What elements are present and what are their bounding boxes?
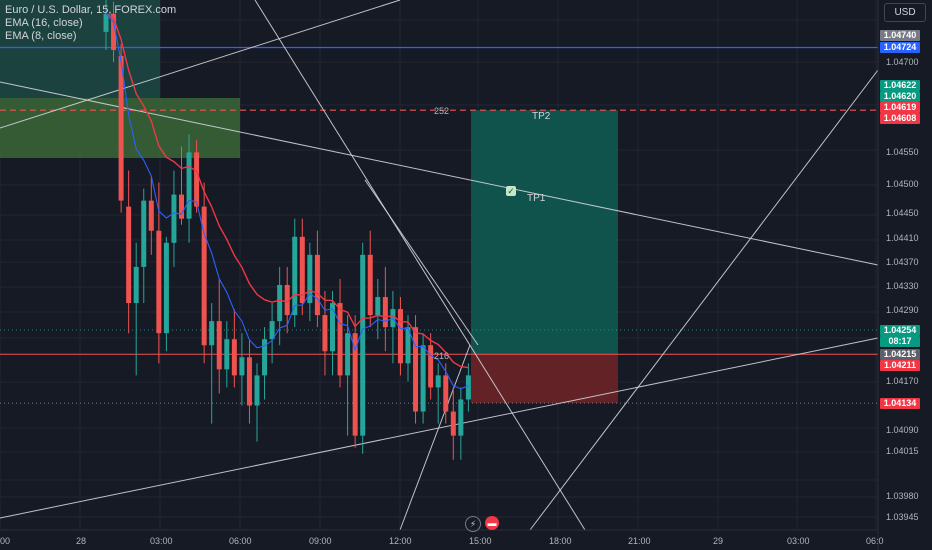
ema8-label[interactable]: EMA (8, close) bbox=[5, 30, 176, 43]
candle-body bbox=[171, 195, 176, 243]
candle-body bbox=[232, 339, 237, 375]
candle-body bbox=[443, 375, 448, 411]
price-tick-label: 1.04700 bbox=[886, 57, 919, 67]
currency-button[interactable]: USD bbox=[884, 3, 926, 22]
candle-body bbox=[322, 315, 327, 351]
candle-body bbox=[360, 255, 365, 436]
time-tick-label: 03:00 bbox=[787, 536, 810, 546]
candle-body bbox=[375, 297, 380, 315]
candle-body bbox=[187, 152, 192, 218]
tp2-label: TP2 bbox=[532, 111, 550, 122]
price-tag: 1.04211 bbox=[880, 360, 920, 371]
price-tag: 1.04134 bbox=[880, 398, 920, 409]
candle-body bbox=[428, 345, 433, 387]
sl-ticks-label: 216 bbox=[434, 351, 449, 361]
candle-body bbox=[194, 152, 199, 206]
candle-body bbox=[292, 237, 297, 315]
candle-body bbox=[413, 327, 418, 411]
candle-body bbox=[224, 339, 229, 369]
time-tick-label: 12:00 bbox=[389, 536, 412, 546]
price-tick-label: 1.04015 bbox=[886, 446, 919, 456]
price-tag: 1.04215 bbox=[880, 349, 920, 360]
candle-body bbox=[458, 399, 463, 435]
price-tag: 1.04622 bbox=[880, 80, 920, 91]
time-tick-label: 18:00 bbox=[549, 536, 572, 546]
price-tick-label: 1.04550 bbox=[886, 147, 919, 157]
candle-body bbox=[156, 231, 161, 333]
price-tick-label: 1.04330 bbox=[886, 281, 919, 291]
symbol-title[interactable]: Euro / U.S. Dollar, 15, FOREX.com bbox=[5, 4, 176, 17]
time-tick-label: 00 bbox=[0, 536, 10, 546]
price-tick-label: 1.03945 bbox=[886, 512, 919, 522]
candle-body bbox=[315, 255, 320, 315]
tp1-label: TP1 bbox=[527, 193, 545, 204]
candle-body bbox=[134, 267, 139, 303]
price-tick-label: 1.04170 bbox=[886, 376, 919, 386]
candle-body bbox=[277, 285, 282, 321]
candle-body bbox=[451, 412, 456, 436]
candle-body bbox=[421, 345, 426, 411]
price-tag: 1.04724 bbox=[880, 42, 920, 53]
price-tick-label: 1.04450 bbox=[886, 208, 919, 218]
candle-body bbox=[247, 357, 252, 405]
price-tag: 1.04619 bbox=[880, 102, 920, 113]
trend-line bbox=[400, 345, 470, 530]
price-tag: 1.04620 bbox=[880, 91, 920, 102]
price-tag: 08:17 bbox=[880, 336, 920, 347]
price-tag: 1.04254 bbox=[880, 325, 920, 336]
time-tick-label: 29 bbox=[713, 536, 723, 546]
price-tick-label: 1.04500 bbox=[886, 179, 919, 189]
time-tick-label: 06:00 bbox=[229, 536, 252, 546]
time-tick-label: 03:00 bbox=[150, 536, 173, 546]
candle-body bbox=[126, 207, 131, 303]
price-tick-label: 1.03980 bbox=[886, 491, 919, 501]
candle-body bbox=[383, 297, 388, 327]
chart-legend: Euro / U.S. Dollar, 15, FOREX.com EMA (1… bbox=[5, 4, 176, 43]
time-tick-label: 28 bbox=[76, 536, 86, 546]
candle-body bbox=[179, 195, 184, 219]
candle-body bbox=[239, 357, 244, 375]
candle-body bbox=[398, 309, 403, 363]
price-tag: 1.04608 bbox=[880, 113, 920, 124]
take-profit-zone bbox=[471, 110, 618, 354]
price-tag: 1.04740 bbox=[880, 30, 920, 41]
flag-icon[interactable]: ▬ bbox=[485, 516, 499, 530]
time-tick-label: 15:00 bbox=[469, 536, 492, 546]
candle-body bbox=[164, 243, 169, 333]
candle-body bbox=[209, 321, 214, 345]
price-tick-label: 1.04090 bbox=[886, 425, 919, 435]
price-tick-label: 1.04370 bbox=[886, 257, 919, 267]
lightning-icon[interactable]: ⚡ bbox=[465, 516, 481, 532]
candle-body bbox=[345, 333, 350, 375]
candle-body bbox=[255, 375, 260, 405]
ema16-label[interactable]: EMA (16, close) bbox=[5, 17, 176, 30]
price-tick-label: 1.04410 bbox=[886, 233, 919, 243]
checkmark-icon: ✓ bbox=[506, 186, 516, 196]
candle-body bbox=[466, 375, 471, 399]
candle-body bbox=[368, 255, 373, 315]
price-tick-label: 1.04290 bbox=[886, 305, 919, 315]
candle-body bbox=[141, 201, 146, 267]
candle-body bbox=[330, 303, 335, 351]
candle-body bbox=[217, 321, 222, 369]
candle-body bbox=[436, 375, 441, 387]
time-tick-label: 21:00 bbox=[628, 536, 651, 546]
candle-body bbox=[149, 201, 154, 231]
candle-body bbox=[338, 303, 343, 375]
time-tick-label: 09:00 bbox=[309, 536, 332, 546]
tp-ticks-label: 252 bbox=[434, 106, 449, 116]
time-tick-label: 06:0 bbox=[866, 536, 884, 546]
candle-body bbox=[300, 237, 305, 303]
